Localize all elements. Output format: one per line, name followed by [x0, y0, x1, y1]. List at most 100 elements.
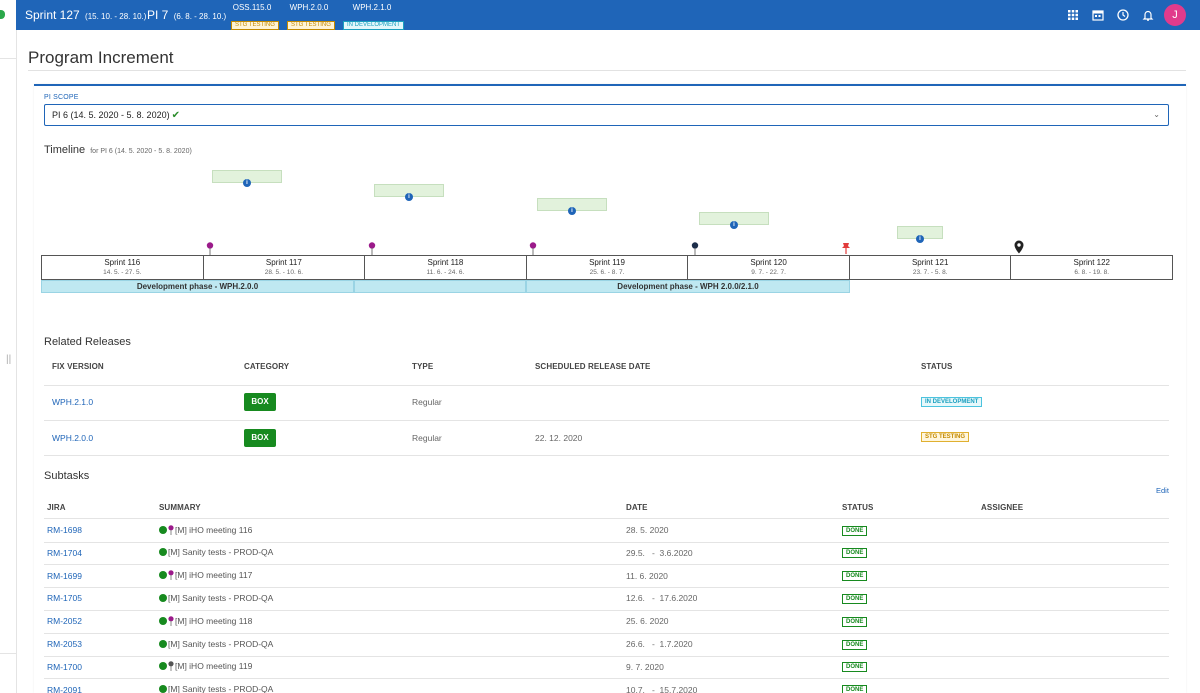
timeline-info-box[interactable]: i — [537, 198, 607, 215]
subtask-summary-text: [M] Sanity tests - PROD-QA — [168, 592, 274, 603]
sprint-cell[interactable]: Sprint 119 25. 6. - 8. 7. — [527, 256, 689, 279]
version-status-badge: STG TESTING — [287, 21, 335, 30]
subtask-date: 25. 6. 2020 — [626, 616, 669, 627]
apps-grid-icon[interactable] — [1066, 8, 1080, 22]
subtask-summary-text: [M] Sanity tests - PROD-QA — [168, 684, 274, 693]
subtask-summary-text: [M] iHO meeting 119 — [175, 661, 253, 672]
version-name: OSS.115.0 — [232, 3, 272, 12]
top-bar: Sprint 127 (15. 10. - 28. 10.) PI 7 (6. … — [0, 0, 1200, 30]
jira-issue-link[interactable]: RM-1705 — [47, 593, 82, 604]
table-divider — [44, 455, 1169, 456]
jira-issue-link[interactable]: RM-1700 — [47, 661, 82, 672]
sprint-dates: 9. 7. - 22. 7. — [751, 269, 786, 276]
table-divider — [44, 609, 1169, 611]
development-phase-bar[interactable]: Development phase - WPH.2.0.0 — [41, 280, 354, 293]
user-avatar[interactable]: J — [1164, 4, 1186, 26]
timeline-title: Timeline for PI 6 (14. 5. 2020 - 5. 8. 2… — [44, 144, 192, 156]
timeline-info-box[interactable]: i — [897, 226, 943, 243]
subtasks-title: Subtasks — [44, 470, 90, 482]
pi-scope-label: PI SCOPE — [44, 94, 79, 101]
edit-link[interactable]: Edit — [1156, 486, 1169, 495]
jira-issue-link[interactable]: RM-2091 — [47, 684, 82, 693]
location-marker-icon[interactable] — [1014, 240, 1024, 254]
version-status-badge: IN DEVELOPMENT — [343, 21, 405, 30]
pi-name: PI 7 — [147, 8, 169, 22]
release-fix-version-link[interactable]: WPH.2.1.0 — [52, 397, 94, 407]
release-type: Regular — [412, 397, 442, 407]
status-dot-icon — [159, 525, 167, 534]
sprint-cell[interactable]: Sprint 121 23. 7. - 5. 8. — [850, 256, 1012, 279]
version-status-badge: STG TESTING — [231, 21, 279, 30]
subtask-summary: [M] iHO meeting 117 — [159, 570, 253, 581]
subtask-date: 28. 5. 2020 — [626, 525, 669, 535]
jira-issue-link[interactable]: RM-1699 — [47, 570, 82, 581]
sprint-name: Sprint 118 — [427, 258, 464, 267]
current-sprint[interactable]: Sprint 127 (15. 10. - 28. 10.) — [25, 8, 146, 22]
table-divider — [44, 541, 1169, 543]
meeting-pin-icon[interactable] — [529, 242, 537, 255]
current-pi[interactable]: PI 7 (6. 8. - 28. 10.) — [147, 8, 226, 22]
col-scheduled-release-date: SCHEDULED RELEASE DATE — [535, 362, 651, 371]
subtask-summary: [M] iHO meeting 116 — [159, 525, 252, 535]
meeting-pin-icon — [168, 570, 174, 581]
sprint-name: Sprint 117 — [265, 258, 302, 267]
subtask-date: 10.7. - 15.7.2020 — [626, 684, 698, 693]
version-name: WPH.2.1.0 — [352, 3, 392, 12]
resize-handle-icon[interactable]: || — [6, 354, 12, 365]
sprint-cell[interactable]: Sprint 120 9. 7. - 22. 7. — [688, 256, 850, 279]
sprint-cell[interactable]: Sprint 117 28. 5. - 10. 6. — [204, 256, 366, 279]
sprint-cell[interactable]: Sprint 118 11. 6. - 24. 6. — [365, 256, 527, 279]
sprint-name: Sprint 127 — [25, 8, 80, 22]
status-dot-icon — [159, 662, 167, 671]
status-badge: DONE — [842, 662, 868, 673]
version-wph-210[interactable]: WPH.2.1.0 IN DEVELOPMENT — [343, 3, 405, 31]
status-dot-icon — [159, 639, 167, 648]
jira-issue-link[interactable]: RM-1698 — [47, 525, 82, 535]
table-divider — [44, 420, 1169, 421]
sprint-name: Sprint 119 — [589, 258, 625, 267]
status-badge: DONE — [842, 571, 868, 582]
release-fix-version-link[interactable]: WPH.2.0.0 — [52, 433, 94, 443]
sprint-row: Sprint 116 14. 5. - 27. 5. Sprint 117 28. … — [41, 255, 1173, 280]
pi-scope-select[interactable]: PI 6 (14. 5. 2020 - 5. 8. 2020) ✔ ⌄ — [44, 104, 1169, 126]
info-icon: i — [730, 221, 738, 229]
category-badge: BOX — [244, 393, 276, 411]
sprint-dates: 25. 6. - 8. 7. — [589, 269, 625, 276]
status-badge: DONE — [842, 616, 868, 627]
meeting-pin-icon — [168, 615, 174, 626]
timeline-info-box[interactable]: i — [699, 212, 769, 229]
calendar-icon[interactable] — [1091, 8, 1105, 22]
clock-icon[interactable] — [1116, 8, 1130, 22]
status-dot-icon — [159, 616, 167, 625]
info-icon: i — [916, 235, 924, 243]
subtask-date: 9. 7. 2020 — [626, 661, 664, 672]
pi-scope-value: PI 6 (14. 5. 2020 - 5. 8. 2020) — [52, 110, 170, 120]
development-phase-bar[interactable]: Development phase - WPH 2.0.0/2.1.0 — [526, 280, 850, 293]
bell-icon[interactable] — [1141, 8, 1155, 22]
sprint-cell[interactable]: Sprint 122 6. 8. - 19. 8. — [1011, 256, 1172, 279]
jira-issue-link[interactable]: RM-2053 — [47, 639, 82, 649]
version-wph-200[interactable]: WPH.2.0.0 STG TESTING — [287, 3, 335, 31]
version-name: WPH.2.0.0 — [289, 3, 329, 12]
table-divider — [44, 655, 1169, 657]
status-dot-icon — [159, 548, 167, 557]
pi-dates: (6. 8. - 28. 10.) — [173, 12, 227, 21]
meeting-pin-icon[interactable] — [691, 242, 699, 255]
meeting-pin-icon — [168, 524, 174, 535]
info-icon: i — [568, 207, 576, 215]
subtask-date: 29.5. - 3.6.2020 — [626, 547, 693, 558]
version-oss-115[interactable]: OSS.115.0 STG TESTING — [231, 3, 279, 31]
meeting-pin-icon[interactable] — [206, 242, 214, 255]
jira-issue-link[interactable]: RM-2052 — [47, 616, 82, 627]
meeting-pin-icon[interactable] — [368, 242, 376, 255]
subtask-summary-text: [M] iHO meeting 117 — [175, 570, 253, 581]
timeline-info-box[interactable]: i — [212, 170, 282, 187]
jira-issue-link[interactable]: RM-1704 — [47, 547, 82, 558]
page-title: Program Increment — [28, 48, 174, 67]
subtask-summary: [M] Sanity tests - PROD-QA — [159, 547, 273, 557]
col-jira: JIRA — [47, 503, 66, 512]
timeline-info-box[interactable]: i — [374, 184, 444, 201]
release-pushpin-icon[interactable] — [841, 242, 851, 254]
sprint-cell[interactable]: Sprint 116 14. 5. - 27. 5. — [42, 256, 204, 279]
subtask-date: 11. 6. 2020 — [626, 570, 668, 581]
